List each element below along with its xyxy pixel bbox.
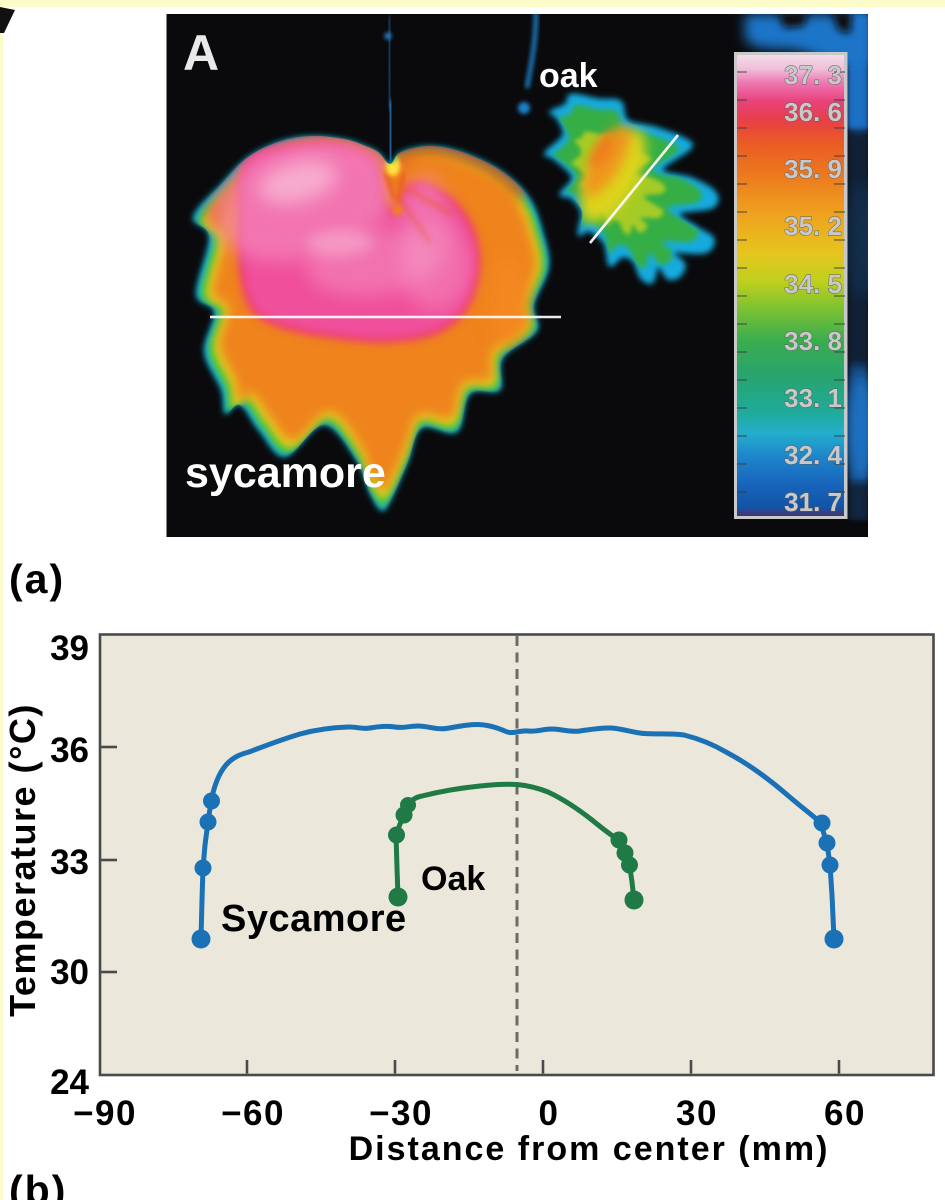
svg-text:30: 30 bbox=[676, 1094, 718, 1133]
svg-text:35. 2: 35. 2 bbox=[784, 211, 842, 241]
svg-text:39: 39 bbox=[50, 629, 89, 668]
svg-text:Sycamore: Sycamore bbox=[221, 898, 407, 940]
svg-text:0: 0 bbox=[539, 1094, 560, 1133]
svg-text:−30: −30 bbox=[369, 1094, 433, 1133]
svg-text:30: 30 bbox=[50, 953, 89, 992]
svg-text:37. 3: 37. 3 bbox=[784, 60, 842, 90]
svg-text:36. 6: 36. 6 bbox=[784, 97, 842, 127]
svg-text:(a): (a) bbox=[9, 556, 65, 602]
svg-text:24: 24 bbox=[50, 1063, 89, 1102]
svg-text:−90: −90 bbox=[73, 1094, 137, 1133]
svg-text:(b): (b) bbox=[9, 1167, 67, 1200]
svg-text:oak: oak bbox=[539, 57, 598, 95]
svg-text:60: 60 bbox=[824, 1094, 866, 1133]
svg-text:35. 9: 35. 9 bbox=[784, 154, 842, 184]
svg-text:34. 5: 34. 5 bbox=[784, 269, 842, 299]
svg-text:Oak: Oak bbox=[421, 860, 485, 898]
svg-text:33. 8: 33. 8 bbox=[784, 326, 842, 356]
svg-text:Temperature (°C): Temperature (°C) bbox=[2, 703, 43, 1017]
svg-text:32. 4: 32. 4 bbox=[784, 440, 842, 470]
svg-text:Distance from center (mm): Distance from center (mm) bbox=[349, 1130, 830, 1168]
svg-text:31. 7: 31. 7 bbox=[784, 487, 842, 517]
svg-text:−60: −60 bbox=[221, 1094, 285, 1133]
svg-text:36: 36 bbox=[50, 731, 89, 770]
svg-text:sycamore: sycamore bbox=[185, 449, 386, 497]
svg-text:33. 1: 33. 1 bbox=[784, 383, 842, 413]
svg-text:33: 33 bbox=[50, 843, 89, 882]
svg-text:A: A bbox=[183, 25, 219, 81]
